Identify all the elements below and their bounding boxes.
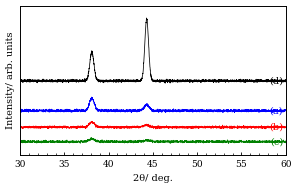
X-axis label: 2θ/ deg.: 2θ/ deg.: [133, 174, 173, 184]
Text: (b): (b): [269, 123, 283, 132]
Text: (d): (d): [269, 76, 283, 85]
Text: (a): (a): [270, 106, 283, 115]
Y-axis label: Intensity/ arb. units: Intensity/ arb. units: [6, 32, 15, 129]
Text: (c): (c): [270, 137, 283, 146]
